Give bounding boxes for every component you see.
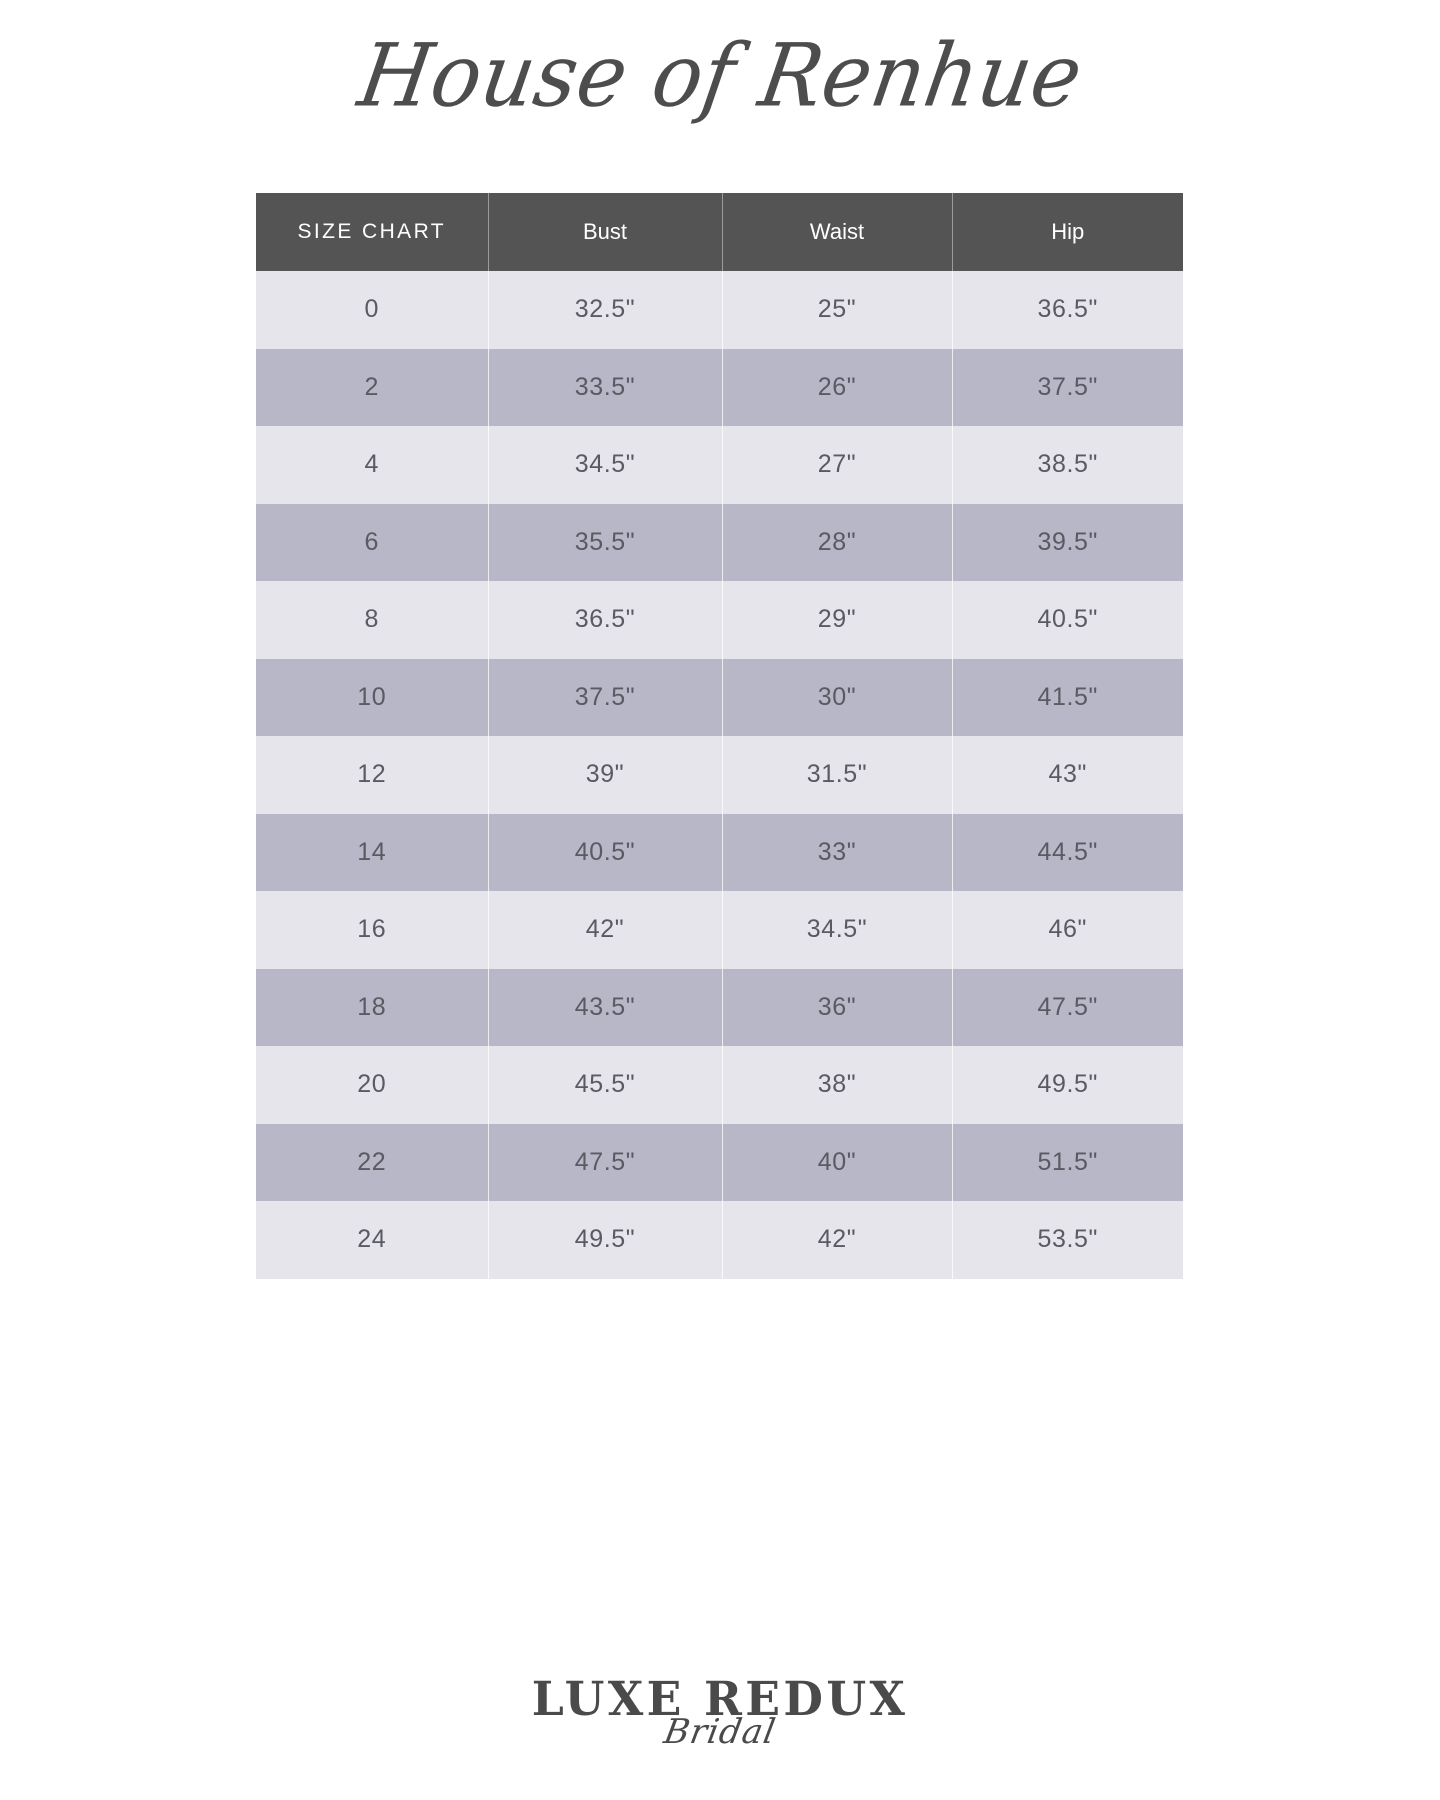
waist-cell: 31.5" — [722, 736, 953, 814]
size-cell: 20 — [256, 1046, 489, 1124]
table-row: 20 45.5" 38" 49.5" — [256, 1046, 1183, 1124]
brand-header: House of Renhue — [0, 0, 1440, 150]
hip-cell: 41.5" — [952, 658, 1183, 736]
waist-cell: 26" — [722, 348, 953, 426]
footer-logo-wordmark: LUXE REDUX — [531, 1672, 909, 1727]
size-cell: 24 — [256, 1201, 489, 1279]
hip-cell: 47.5" — [952, 968, 1183, 1046]
waist-cell: 38" — [722, 1046, 953, 1124]
table-header: SIZE CHART Bust Waist Hip — [256, 193, 1183, 271]
hip-cell: 43" — [952, 736, 1183, 814]
table-header-row: SIZE CHART Bust Waist Hip — [256, 193, 1183, 271]
size-cell: 2 — [256, 348, 489, 426]
table-row: 12 39" 31.5" 43" — [256, 736, 1183, 814]
bust-cell: 39" — [488, 736, 723, 814]
table-row: 2 33.5" 26" 37.5" — [256, 348, 1183, 426]
bust-cell: 47.5" — [488, 1123, 723, 1201]
hip-cell: 38.5" — [952, 426, 1183, 504]
size-cell: 0 — [256, 271, 489, 349]
waist-cell: 33" — [722, 813, 953, 891]
table-row: 4 34.5" 27" 38.5" — [256, 426, 1183, 504]
hip-cell: 46" — [952, 891, 1183, 969]
size-cell: 6 — [256, 503, 489, 581]
size-cell: 4 — [256, 426, 489, 504]
table-row: 6 35.5" 28" 39.5" — [256, 503, 1183, 581]
waist-cell: 40" — [722, 1123, 953, 1201]
column-header-bust: Bust — [488, 193, 723, 271]
hip-cell: 39.5" — [952, 503, 1183, 581]
hip-cell: 36.5" — [952, 271, 1183, 349]
table-row: 24 49.5" 42" 53.5" — [256, 1201, 1183, 1279]
table-row: 10 37.5" 30" 41.5" — [256, 658, 1183, 736]
table-body: 0 32.5" 25" 36.5" 2 33.5" 26" 37.5" 4 34.5" 27" 38.… — [256, 271, 1183, 1279]
hip-cell: 40.5" — [952, 581, 1183, 659]
waist-cell: 28" — [722, 503, 953, 581]
hip-cell: 51.5" — [952, 1123, 1183, 1201]
size-cell: 10 — [256, 658, 489, 736]
size-cell: 22 — [256, 1123, 489, 1201]
bust-cell: 40.5" — [488, 813, 723, 891]
table-row: 0 32.5" 25" 36.5" — [256, 271, 1183, 349]
column-header-size: SIZE CHART — [256, 193, 489, 271]
waist-cell: 27" — [722, 426, 953, 504]
size-cell: 8 — [256, 581, 489, 659]
bust-cell: 35.5" — [488, 503, 723, 581]
size-chart-container: SIZE CHART Bust Waist Hip 0 32.5" 25" 36.5"… — [256, 193, 1183, 1279]
table-row: 16 42" 34.5" 46" — [256, 891, 1183, 969]
waist-cell: 29" — [722, 581, 953, 659]
size-cell: 16 — [256, 891, 489, 969]
size-cell: 12 — [256, 736, 489, 814]
size-cell: 18 — [256, 968, 489, 1046]
size-cell: 14 — [256, 813, 489, 891]
table-row: 22 47.5" 40" 51.5" — [256, 1123, 1183, 1201]
waist-cell: 25" — [722, 271, 953, 349]
bust-cell: 45.5" — [488, 1046, 723, 1124]
footer-logo-script: Bridal — [660, 1712, 780, 1752]
hip-cell: 49.5" — [952, 1046, 1183, 1124]
hip-cell: 53.5" — [952, 1201, 1183, 1279]
bust-cell: 42" — [488, 891, 723, 969]
bust-cell: 34.5" — [488, 426, 723, 504]
size-chart-table: SIZE CHART Bust Waist Hip 0 32.5" 25" 36.5"… — [256, 193, 1183, 1279]
bust-cell: 32.5" — [488, 271, 723, 349]
table-row: 8 36.5" 29" 40.5" — [256, 581, 1183, 659]
bust-cell: 33.5" — [488, 348, 723, 426]
brand-footer-logo: LUXE REDUX Bridal — [0, 1672, 1440, 1752]
waist-cell: 30" — [722, 658, 953, 736]
bust-cell: 43.5" — [488, 968, 723, 1046]
column-header-hip: Hip — [952, 193, 1183, 271]
bust-cell: 36.5" — [488, 581, 723, 659]
hip-cell: 37.5" — [952, 348, 1183, 426]
table-row: 14 40.5" 33" 44.5" — [256, 813, 1183, 891]
column-header-waist: Waist — [722, 193, 953, 271]
bust-cell: 49.5" — [488, 1201, 723, 1279]
waist-cell: 36" — [722, 968, 953, 1046]
waist-cell: 34.5" — [722, 891, 953, 969]
bust-cell: 37.5" — [488, 658, 723, 736]
table-row: 18 43.5" 36" 47.5" — [256, 968, 1183, 1046]
waist-cell: 42" — [722, 1201, 953, 1279]
hip-cell: 44.5" — [952, 813, 1183, 891]
page-title: House of Renhue — [351, 26, 1089, 127]
